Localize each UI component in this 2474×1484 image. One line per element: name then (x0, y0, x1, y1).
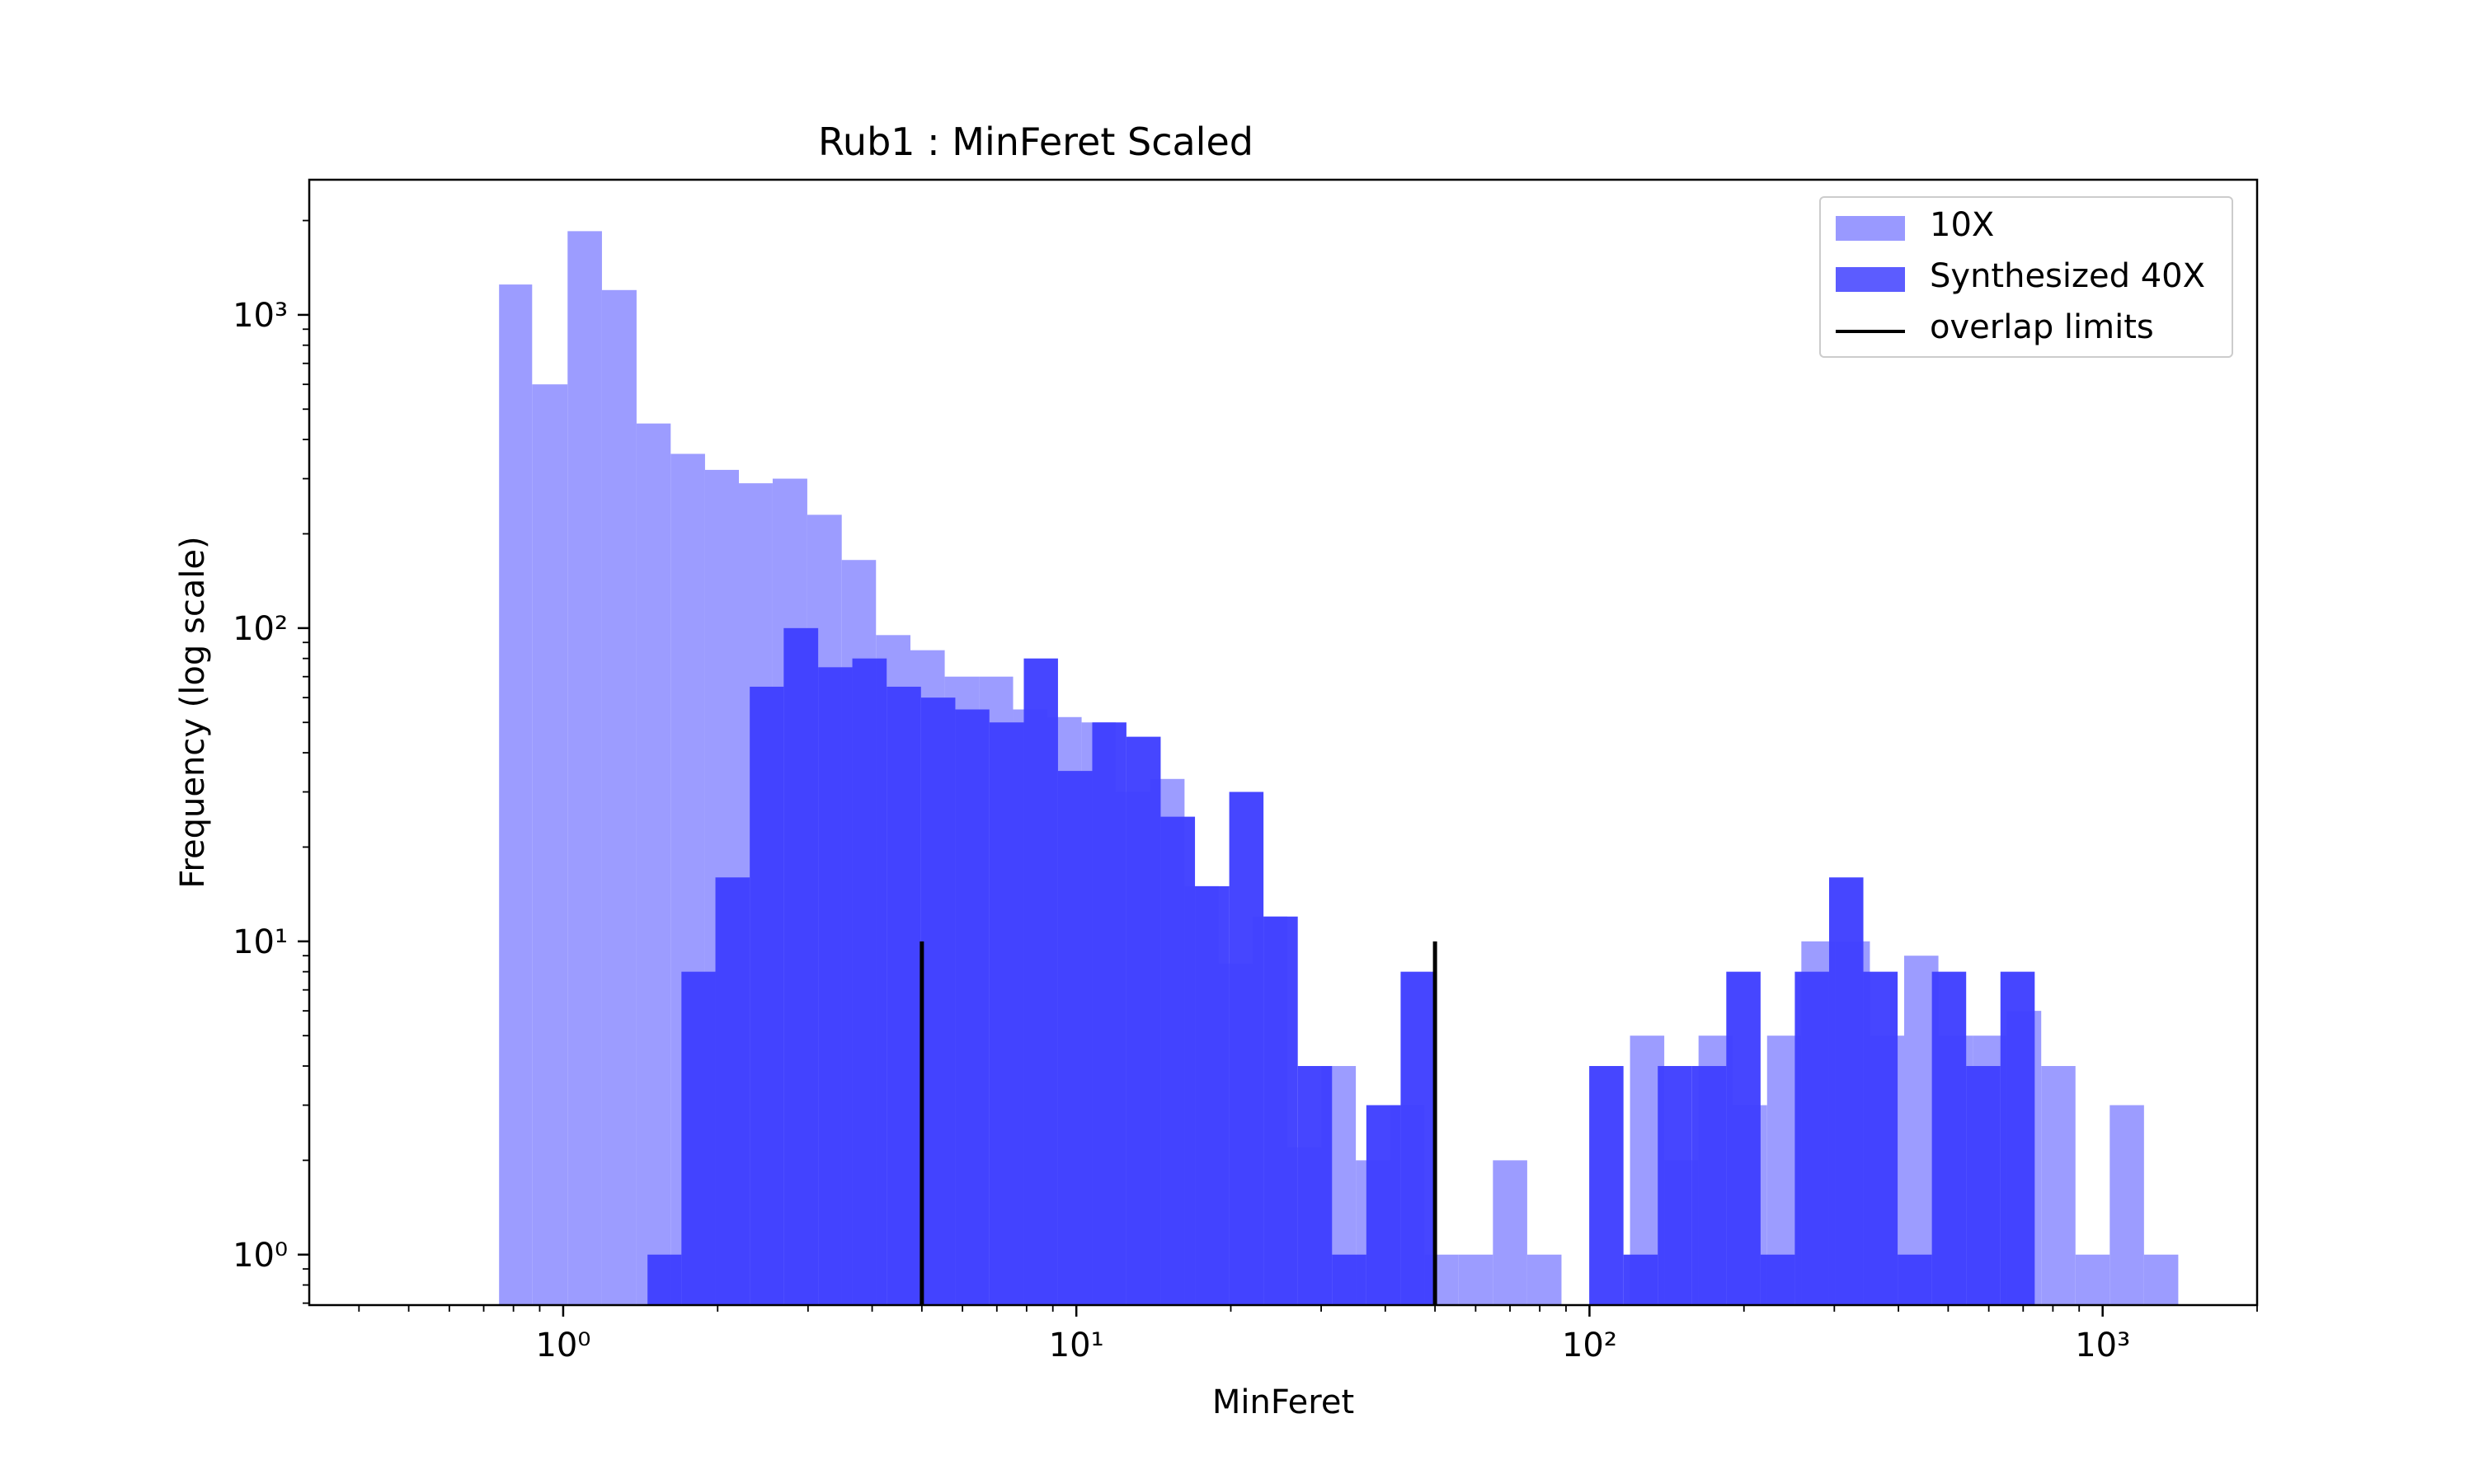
bar-10x-29 (1493, 1160, 1527, 1305)
legend-swatch-synthesized (1836, 267, 1905, 292)
bars-layer (499, 231, 2179, 1306)
legend-label-synthesized: Synthesized 40X (1930, 257, 2206, 295)
bar-synth40x-17 (1229, 791, 1264, 1305)
bar-synth40x-11 (1023, 658, 1058, 1305)
bar-10x-30 (1526, 1254, 1562, 1305)
legend-line-overlap (1836, 330, 1905, 333)
bar-synth40x-22 (1400, 971, 1435, 1305)
bar-synth40x-1 (681, 971, 716, 1305)
bar-synth40x-33 (1931, 971, 1967, 1305)
bar-synth40x-20 (1332, 1254, 1366, 1305)
bar-synth40x-12 (1057, 771, 1093, 1305)
legend-item-synthesized: Synthesized 40X (1821, 252, 2232, 302)
plot-frame (308, 178, 2259, 1307)
x-tick-label-3: 10³ (2075, 1327, 2130, 1364)
bar-10x-3 (601, 289, 637, 1306)
bar-10x-45 (2109, 1105, 2144, 1305)
y-tick-label-1: 10¹ (233, 923, 288, 961)
bar-synth40x-6 (852, 658, 887, 1305)
bar-synth40x-35 (2000, 971, 2035, 1305)
bar-synth40x-3 (750, 686, 784, 1305)
bar-10x-44 (2075, 1254, 2110, 1305)
overlap-lines-layer (920, 941, 1437, 1305)
bar-synth40x-19 (1297, 1066, 1333, 1305)
bar-synth40x-31 (1863, 971, 1898, 1305)
x-tick-label-2: 10² (1562, 1327, 1617, 1364)
legend-label-overlap: overlap limits (1930, 308, 2154, 346)
y-axis-label: Frequency (log scale) (174, 536, 212, 889)
bar-10x-46 (2143, 1254, 2179, 1305)
bar-synth40x-7 (887, 686, 921, 1305)
bar-synth40x-27 (1726, 971, 1761, 1305)
bar-synth40x-0 (647, 1254, 682, 1305)
bar-synth40x-14 (1126, 736, 1161, 1305)
bar-10x-1 (532, 384, 568, 1305)
x-tick-label-0: 10⁰ (535, 1327, 590, 1364)
bar-synth40x-15 (1160, 816, 1196, 1305)
bar-synth40x-25 (1658, 1066, 1692, 1305)
bar-synth40x-21 (1366, 1105, 1401, 1305)
legend-label-10x: 10X (1930, 206, 1995, 244)
bar-10x-43 (2041, 1066, 2076, 1305)
x-tick-label-1: 10¹ (1049, 1327, 1104, 1364)
bar-10x-28 (1458, 1254, 1493, 1305)
bar-10x-2 (567, 231, 602, 1305)
bar-synth40x-32 (1898, 1254, 1932, 1305)
bar-synth40x-10 (989, 722, 1024, 1305)
y-tick-label-3: 10³ (233, 297, 288, 335)
y-tick-label-2: 10² (233, 610, 288, 648)
bar-synth40x-8 (920, 697, 956, 1305)
bar-synth40x-29 (1794, 971, 1829, 1305)
legend-item-10x: 10X (1821, 201, 2232, 251)
bar-synth40x-28 (1760, 1254, 1795, 1305)
bar-10x-0 (499, 284, 533, 1306)
bar-synth40x-9 (955, 709, 990, 1305)
bar-synth40x-18 (1263, 916, 1298, 1305)
bar-synth40x-4 (783, 627, 819, 1305)
bar-10x-4 (636, 423, 671, 1305)
bar-synth40x-13 (1092, 722, 1126, 1305)
bar-synth40x-2 (715, 877, 750, 1305)
y-axis-ticks: 10⁰ 10¹ 10² 10³ (233, 219, 309, 1304)
x-axis-ticks: 10⁰ 10¹ 10² 10³ (358, 1305, 2258, 1364)
legend-item-overlap: overlap limits (1821, 303, 2232, 353)
bar-synth40x-26 (1691, 1066, 1727, 1305)
legend: 10X Synthesized 40X overlap limits (1819, 196, 2233, 358)
legend-swatch-10x (1836, 216, 1905, 241)
bar-synth40x-24 (1623, 1254, 1658, 1305)
bar-synth40x-34 (1966, 1066, 2001, 1305)
bar-synth40x-30 (1828, 877, 1864, 1305)
bar-synth40x-16 (1195, 885, 1230, 1305)
y-tick-label-0: 10⁰ (233, 1237, 288, 1275)
bar-synth40x-5 (818, 667, 853, 1305)
bar-synth40x-23 (1589, 1066, 1624, 1305)
x-axis-label: MinFeret (1211, 1383, 1355, 1421)
chart-title: Rub1 : MinFeret Scaled (818, 120, 1253, 164)
